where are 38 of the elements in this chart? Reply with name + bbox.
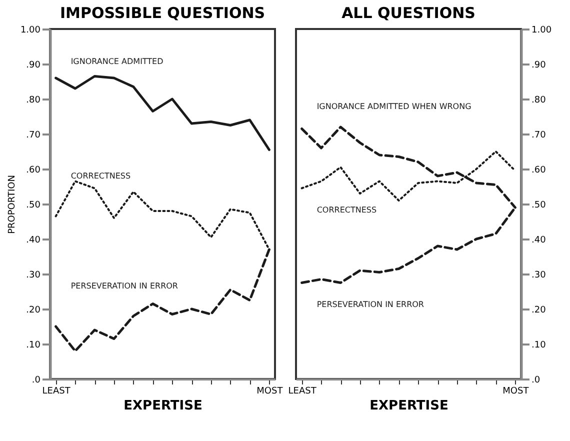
y-tick-label: .90 xyxy=(532,60,546,70)
x-tick-label: LEAST xyxy=(42,386,71,396)
text: PERSEVERATION IN ERROR xyxy=(316,300,424,309)
y-tick-label: .60 xyxy=(532,166,546,176)
y-tick-label: .70 xyxy=(532,130,546,140)
y-tick-label: .10 xyxy=(532,340,546,350)
chart-title: ALL QUESTIONS xyxy=(342,4,476,22)
text: PERSEVERATION IN ERROR xyxy=(70,282,178,290)
y-tick-label: 1.00 xyxy=(532,26,552,36)
y-tick-label: .20 xyxy=(532,306,546,316)
x-axis-title: EXPERTISE xyxy=(370,398,448,414)
y-axis-title: PROPORTION xyxy=(7,175,18,234)
y-tick-label: .20 xyxy=(26,306,41,316)
series-label: CORRECTNESS xyxy=(70,171,131,180)
text: IGNORANCE ADMITTED WHEN WRONG xyxy=(316,102,472,111)
x-tick-label: MOST xyxy=(502,386,530,396)
line-series xyxy=(54,75,270,151)
text: CORRECTNESS xyxy=(316,205,377,214)
y-tick-label: .50 xyxy=(26,200,41,210)
y-tick-label: .70 xyxy=(26,130,41,140)
y-tick-label: .30 xyxy=(532,270,546,280)
y-tick-label: .50 xyxy=(532,200,546,210)
y-tick-label: .40 xyxy=(26,236,41,246)
y-tick-label: .80 xyxy=(532,96,546,106)
y-tick-label: .10 xyxy=(26,340,41,350)
y-tick-label: .90 xyxy=(26,60,41,70)
y-tick-label: .60 xyxy=(26,166,41,176)
x-tick-label: MOST xyxy=(256,386,284,396)
y-tick-label: .30 xyxy=(26,270,41,280)
x-tick-label: LEAST xyxy=(288,386,317,396)
y-tick-label: 1.00 xyxy=(20,26,41,36)
x-axis-title: EXPERTISE xyxy=(124,398,202,414)
text: IGNORANCE ADMITTED xyxy=(70,57,164,66)
y-tick-label: .40 xyxy=(532,236,546,246)
y-tick-label: .80 xyxy=(26,96,41,106)
chart-title: IMPOSSIBLE QUESTIONS xyxy=(60,4,266,22)
y-tick-label: .0 xyxy=(532,376,540,386)
y-tick-label: .0 xyxy=(32,376,41,386)
